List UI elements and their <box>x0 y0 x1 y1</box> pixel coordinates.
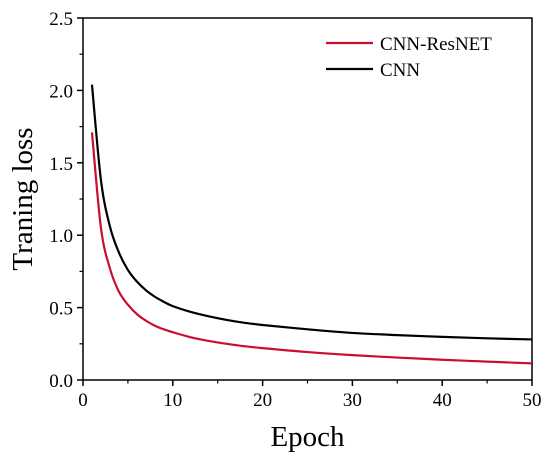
legend-label: CNN-ResNET <box>380 34 492 55</box>
x-tick-label: 0 <box>78 390 88 411</box>
x-tick-label: 40 <box>433 390 452 411</box>
axes-layer: 0 10 20 30 40 50 0.0 0.5 1.0 1.5 2.0 2.5 <box>49 9 541 411</box>
legend: CNN-ResNET CNN <box>326 34 492 81</box>
y-tick-label: 1.0 <box>49 226 73 247</box>
y-tick-label: 0.5 <box>49 299 73 320</box>
plot-area <box>82 17 533 381</box>
x-tick-label: 20 <box>253 390 272 411</box>
x-tick-label: 50 <box>523 390 542 411</box>
y-tick-label: 0.0 <box>49 371 73 392</box>
x-tick-label: 30 <box>343 390 362 411</box>
y-tick-label: 1.5 <box>49 154 73 175</box>
legend-label: CNN <box>380 60 420 81</box>
x-axis-title: Epoch <box>270 421 345 453</box>
series-line-cnn <box>90 84 533 341</box>
y-tick-label: 2.0 <box>49 81 73 102</box>
y-axis-title: Traning loss <box>7 127 39 270</box>
series-layer <box>90 84 533 365</box>
series-line-cnn-resnet <box>90 132 533 365</box>
plot-frame <box>82 17 533 381</box>
y-tick-label: 2.5 <box>49 9 73 30</box>
x-tick-label: 10 <box>163 390 182 411</box>
